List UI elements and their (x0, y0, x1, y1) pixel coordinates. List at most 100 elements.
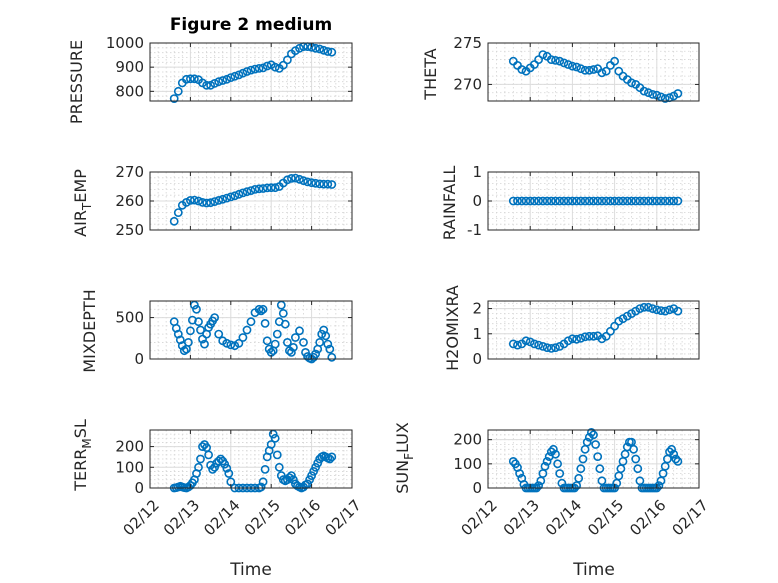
data-point (665, 305, 674, 315)
y-axis-label-air-temp: AIRTEMP (71, 169, 94, 237)
data-point (593, 196, 603, 206)
data-point (311, 349, 320, 359)
data-point (238, 68, 248, 78)
y-tick-label-1000: 1000 (106, 34, 144, 52)
data-point (313, 458, 323, 468)
data-point (311, 43, 320, 53)
x-tick-label-02-16: 02/16 (626, 496, 669, 539)
plot-area: 270 275 (453, 34, 700, 103)
data-point (323, 179, 333, 189)
data-point (660, 94, 670, 103)
data-point (610, 196, 619, 206)
data-point (234, 338, 244, 348)
data-point (584, 331, 594, 341)
data-point (542, 343, 552, 353)
data-point (553, 459, 562, 469)
data-point (218, 76, 228, 85)
data-point (179, 346, 189, 356)
data-point (270, 433, 280, 443)
data-point (196, 325, 205, 335)
x-tick-label-02-14: 02/14 (200, 496, 243, 539)
data-point (559, 58, 569, 68)
x-tick-label-02-13: 02/13 (500, 496, 543, 539)
axes-box (487, 42, 700, 102)
y-tick-label-900: 900 (115, 58, 144, 76)
data-point (327, 47, 337, 57)
data-point (260, 464, 270, 474)
data-point (631, 454, 641, 464)
data-point (222, 74, 232, 84)
data-point (639, 86, 649, 96)
subplot-air-temp: 250 260 270 AIRTEMP (71, 163, 353, 239)
data-point (673, 306, 683, 316)
data-point (549, 444, 558, 454)
data-point (633, 464, 643, 474)
data-point (576, 464, 586, 474)
data-point (584, 65, 594, 75)
data-point (644, 88, 653, 98)
data-point (555, 56, 565, 66)
data-point (572, 62, 581, 72)
data-point (327, 352, 337, 362)
data-point (597, 334, 607, 344)
x-axis-label-left: Time (229, 560, 272, 580)
data-point (169, 216, 179, 226)
data-point (299, 176, 308, 186)
data-point (311, 462, 320, 472)
data-point (542, 196, 552, 206)
data-point (185, 326, 195, 336)
x-tick-label-02-17: 02/17 (668, 496, 711, 539)
data-point (262, 183, 272, 193)
data-point (246, 65, 256, 75)
data-point (282, 337, 292, 347)
data-point (669, 449, 679, 459)
data-point (250, 184, 260, 194)
data-point (242, 187, 252, 197)
data-point (584, 196, 594, 206)
data-point (262, 61, 272, 71)
subplot-h2omixra: 0 1 2 H2OMIXRA (443, 285, 700, 371)
data-point (580, 332, 590, 342)
data-point (210, 313, 219, 322)
data-point (656, 306, 666, 315)
plot-area: 800 900 1000 (106, 34, 353, 103)
data-point (270, 62, 280, 72)
data-point (230, 191, 240, 201)
subplot-mixdepth: 0 500 MIXDEPTH (80, 289, 353, 373)
data-point (639, 196, 649, 206)
x-tick-label-02-13: 02/13 (160, 496, 203, 539)
data-point (593, 452, 603, 461)
data-point (282, 55, 292, 65)
data-point (673, 456, 683, 466)
data-point (574, 473, 584, 483)
data-point (610, 321, 619, 331)
data-point (534, 340, 543, 350)
data-point (321, 331, 331, 341)
axes-box (149, 42, 353, 102)
data-point (317, 329, 327, 339)
y-axis-label-rainfall: RAINFALL (440, 166, 459, 241)
data-point (614, 196, 624, 206)
chart-title: Figure 2 medium (170, 15, 332, 35)
data-point (305, 475, 314, 485)
data-point (222, 463, 232, 473)
data-point (270, 339, 280, 349)
data-point (568, 61, 577, 71)
data-point (627, 78, 636, 88)
data-point (551, 196, 560, 206)
data-point (517, 65, 527, 74)
data-point (597, 68, 607, 78)
data-point (194, 462, 203, 472)
data-point (601, 331, 611, 341)
data-point (242, 325, 252, 335)
data-point (508, 456, 518, 466)
y-tick-label-800: 800 (115, 82, 144, 100)
data-point (286, 347, 296, 357)
data-point (534, 55, 543, 64)
data-point (258, 63, 268, 73)
data-series (508, 50, 683, 103)
data-point (173, 208, 183, 217)
data-point (546, 55, 556, 64)
y-tick-label-100: 100 (115, 458, 144, 476)
data-point (513, 196, 522, 206)
